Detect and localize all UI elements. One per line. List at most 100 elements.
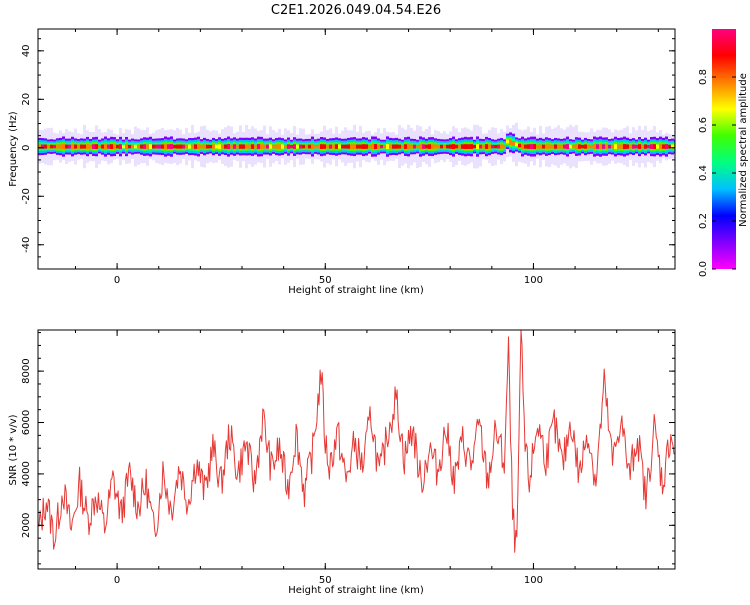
spectrogram-band-cell — [521, 144, 524, 150]
spectrogram-band-cell — [638, 144, 641, 149]
spectrogram-band-cell — [554, 144, 557, 149]
spectrogram-band-cell — [44, 144, 47, 149]
spectrogram-band-cell — [392, 144, 395, 149]
spectrogram-band-cell — [50, 144, 53, 149]
spectrogram-band-cell — [218, 144, 221, 149]
spectrogram-band-cell — [350, 144, 353, 149]
spectrogram-panel: 0 50 100 40 20 0 -20 -40 Height of straight li… — [8, 28, 676, 296]
spectrogram-band-cell — [545, 144, 548, 149]
spectrogram-band-cell — [671, 144, 674, 149]
spectrogram-band-cell — [41, 144, 44, 149]
snr-x-axis-label: Height of straight line (km) — [288, 585, 424, 596]
spectrogram-band-cell — [305, 144, 308, 149]
spectrogram-band-cell — [260, 144, 263, 150]
spectrogram-band-cell — [590, 144, 593, 149]
spectrogram-band-cell — [101, 144, 104, 149]
spectrogram-band-cell — [83, 144, 86, 149]
spectrogram-band-cell — [197, 144, 200, 150]
colorbar-gradient — [712, 29, 736, 269]
spectrogram-band-cell — [266, 144, 269, 149]
spectrogram-x-axis-label: Height of straight line (km) — [288, 285, 424, 296]
spectrogram-band-cell — [314, 144, 317, 149]
spectrogram-band-cell — [395, 144, 398, 149]
spectrogram-band-cell — [653, 144, 656, 150]
spectrogram-band-cell — [239, 144, 242, 149]
spectrogram-band-cell — [518, 143, 521, 148]
snr-y-ticks: 8000 6000 4000 2000 — [21, 332, 675, 565]
spectrogram-band-cell — [662, 144, 665, 149]
spectrogram-band-cell — [317, 144, 320, 149]
spectrogram-band-cell — [641, 144, 644, 149]
spectrogram-band-cell — [413, 144, 416, 149]
spectrogram-band-cell — [434, 144, 437, 149]
spectrogram-band-cell — [110, 144, 113, 150]
x-tick-label: 50 — [319, 575, 332, 586]
y-tick-label: 20 — [21, 93, 32, 106]
x-tick-label: 100 — [524, 275, 543, 286]
snr-y-axis-label: SNR (10 * v/v) — [8, 414, 19, 485]
spectrogram-band-cell — [353, 144, 356, 149]
spectrogram-band-cell — [527, 144, 530, 149]
spectrogram-band-cell — [599, 144, 602, 150]
spectrogram-band-cell — [515, 142, 518, 147]
colorbar: 0.0 0.2 0.4 0.6 0.8 Normalized spectral ampl… — [698, 29, 749, 277]
spectrogram-band-cell — [173, 144, 176, 149]
spectrogram-band-cell — [473, 144, 476, 149]
spectrogram-band-cell — [572, 144, 575, 149]
spectrogram-band-cell — [143, 144, 146, 149]
spectrogram-band-cell — [479, 144, 482, 149]
snr-series-line — [38, 330, 675, 553]
y-tick-label: 4000 — [21, 461, 32, 486]
spectrogram-band-cell — [203, 144, 206, 149]
spectrogram-band-cell — [347, 144, 350, 149]
spectrogram-band-cell — [608, 144, 611, 149]
spectrogram-band-cell — [59, 144, 62, 149]
spectrogram-band-cell — [455, 144, 458, 149]
x-tick-label: 100 — [524, 575, 543, 586]
spectrogram-band-cell — [227, 144, 230, 150]
spectrogram-band-cell — [182, 144, 185, 149]
spectrogram-band-cell — [188, 144, 191, 149]
spectrogram-band-cell — [374, 144, 377, 150]
spectrogram-band-cell — [281, 144, 284, 149]
y-tick-label: 40 — [21, 44, 32, 57]
spectrogram-band-cell — [587, 144, 590, 149]
spectrogram-band-cell — [323, 144, 326, 149]
colorbar-tick-label: 0.8 — [698, 69, 709, 85]
spectrogram-band-cell — [644, 144, 647, 149]
spectrogram-band-cell — [632, 144, 635, 149]
spectrogram-band-cell — [308, 144, 311, 149]
spectrogram-band-cell — [476, 144, 479, 150]
spectrogram-band-cell — [605, 144, 608, 149]
spectrogram-band-cell — [149, 144, 152, 150]
spectrogram-band-cell — [257, 144, 260, 150]
spectrogram-band-cell — [263, 144, 266, 149]
spectrogram-x-ticks: 0 50 100 — [74, 29, 659, 286]
spectrogram-band-cell — [65, 144, 68, 149]
spectrogram-band-cell — [176, 144, 179, 149]
spectrogram-band-cell — [215, 144, 218, 149]
spectrogram-band-cell — [62, 144, 65, 150]
spectrogram-band-cell — [428, 144, 431, 149]
spectrogram-band-cell — [134, 144, 137, 149]
spectrogram-band-cell — [212, 144, 215, 149]
spectrogram-band-cell — [566, 144, 569, 150]
spectrogram-band-cell — [206, 144, 209, 149]
spectrogram-band-cell — [179, 144, 182, 149]
spectrogram-y-ticks: 40 20 0 -20 -40 — [21, 38, 675, 270]
spectrogram-band-cell — [119, 144, 122, 150]
spectrogram-band-cell — [335, 144, 338, 149]
spectrogram-band-cell — [272, 144, 275, 149]
spectrogram-band-cell — [299, 144, 302, 149]
spectrogram-band-cell — [245, 144, 248, 149]
spectrogram-frame — [37, 28, 676, 270]
snr-panel: 0 50 100 8000 6000 4000 2000 Height of straig… — [8, 329, 676, 596]
spectrogram-band-cell — [104, 144, 107, 150]
spectrogram-band-cell — [254, 144, 257, 149]
spectrogram-band-cell — [287, 144, 290, 149]
spectrogram-band-cell — [356, 144, 359, 149]
spectrogram-band-cell — [407, 144, 410, 150]
spectrogram-band-cell — [242, 144, 245, 149]
